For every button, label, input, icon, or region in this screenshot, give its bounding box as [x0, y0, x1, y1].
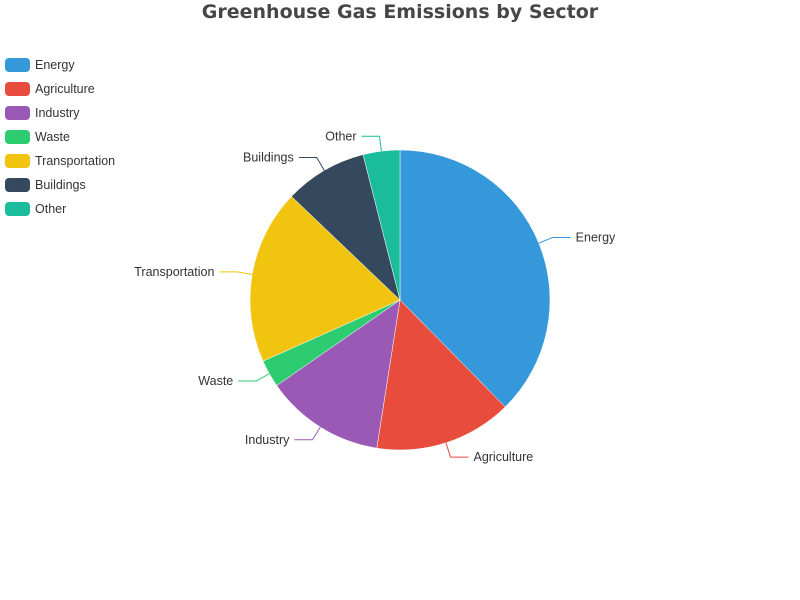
legend-item-agriculture[interactable]: Agriculture	[5, 77, 115, 101]
label-line-transportation	[219, 271, 253, 275]
legend-item-waste[interactable]: Waste	[5, 125, 115, 149]
legend-label: Energy	[35, 58, 75, 72]
pie-slice-energy[interactable]	[399, 149, 551, 408]
label-line-energy	[538, 236, 571, 244]
slice-label-transportation: Transportation	[134, 265, 214, 279]
legend-swatch	[5, 58, 30, 72]
label-line-other	[361, 135, 382, 152]
slice-label-industry: Industry	[245, 433, 290, 447]
legend-swatch	[5, 178, 30, 192]
legend-swatch	[5, 154, 30, 168]
legend-item-buildings[interactable]: Buildings	[5, 173, 115, 197]
slice-label-other: Other	[325, 129, 356, 143]
legend-label: Other	[35, 202, 67, 216]
slice-label-agriculture: Agriculture	[473, 450, 533, 464]
legend-label: Industry	[35, 106, 80, 120]
legend-item-transportation[interactable]: Transportation	[5, 149, 115, 173]
legend-swatch	[5, 130, 30, 144]
legend-label: Agriculture	[35, 82, 95, 96]
legend-item-other[interactable]: Other	[5, 197, 115, 221]
legend-item-energy[interactable]: Energy	[5, 53, 115, 77]
legend-label: Transportation	[35, 154, 116, 168]
slice-label-buildings: Buildings	[243, 151, 294, 165]
label-line-buildings	[298, 157, 325, 171]
label-line-agriculture	[445, 442, 469, 458]
legend-label: Buildings	[35, 178, 86, 192]
legend-swatch	[5, 202, 30, 216]
legend: Energy Agriculture Industry Waste Transporta…	[5, 53, 115, 221]
slice-label-waste: Waste	[198, 374, 233, 388]
label-line-waste	[238, 373, 270, 382]
pie-slice-transportation[interactable]	[249, 196, 401, 362]
legend-swatch	[5, 106, 30, 120]
legend-swatch	[5, 82, 30, 96]
slice-label-energy: Energy	[576, 230, 616, 244]
label-line-industry	[294, 426, 321, 441]
legend-label: Waste	[35, 130, 70, 144]
legend-item-industry[interactable]: Industry	[5, 101, 115, 125]
pie-slice-buildings[interactable]	[291, 154, 401, 301]
chart-title: Greenhouse Gas Emissions by Sector	[201, 1, 599, 23]
